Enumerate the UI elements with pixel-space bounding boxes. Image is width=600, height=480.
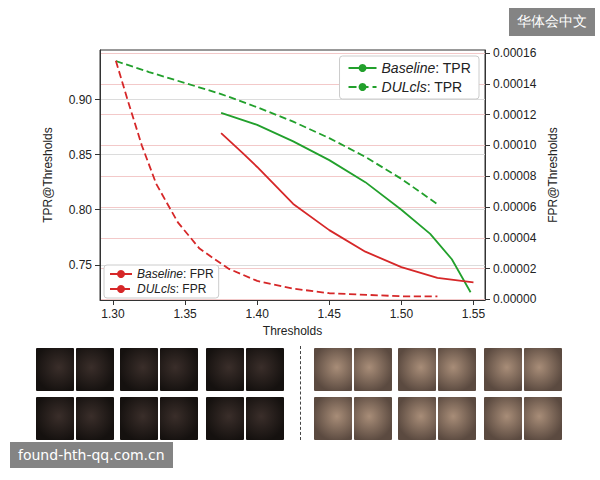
svg-text:0.00012: 0.00012 (493, 108, 537, 122)
svg-text:FPR@Thresholds: FPR@Thresholds (546, 127, 560, 223)
svg-text:1.55: 1.55 (462, 307, 486, 321)
svg-text:1.35: 1.35 (173, 307, 197, 321)
svg-text:1.30: 1.30 (101, 307, 125, 321)
svg-text:: FPR: : FPR (183, 267, 214, 281)
html-text:华体会中文: 华体会中文 (517, 13, 587, 29)
svg-text:: FPR: : FPR (176, 282, 207, 296)
svg-text:0.00010: 0.00010 (493, 138, 537, 152)
svg-text:0.00016: 0.00016 (493, 46, 537, 60)
svg-text:0.75: 0.75 (69, 258, 93, 272)
svg-text:1.50: 1.50 (390, 307, 414, 321)
svg-text:1.45: 1.45 (318, 307, 342, 321)
svg-text:DULcls: DULcls (382, 79, 427, 95)
svg-text:: TPR: : TPR (427, 79, 463, 95)
svg-text:TPR@Thresholds: TPR@Thresholds (41, 127, 55, 223)
svg-text:0.00006: 0.00006 (493, 200, 537, 214)
svg-text:: TPR: : TPR (435, 60, 471, 76)
svg-text:0.85: 0.85 (69, 148, 93, 162)
svg-text:0.00008: 0.00008 (493, 169, 537, 183)
svg-text:0.00004: 0.00004 (493, 231, 537, 245)
svg-text:Thresholds: Thresholds (263, 324, 322, 338)
svg-text:0.00002: 0.00002 (493, 262, 537, 276)
svg-text:Baseline: Baseline (137, 267, 183, 281)
svg-text:1.40: 1.40 (245, 307, 269, 321)
svg-text:0.90: 0.90 (69, 93, 93, 107)
svg-text:Baseline: Baseline (382, 60, 436, 76)
svg-text:0.80: 0.80 (69, 203, 93, 217)
svg-text:DULcls: DULcls (137, 282, 176, 296)
html-text:found-hth-qq.com.cn: found-hth-qq.com.cn (18, 447, 165, 463)
svg-text:0.00000: 0.00000 (493, 292, 537, 306)
svg-text:0.00014: 0.00014 (493, 77, 537, 91)
